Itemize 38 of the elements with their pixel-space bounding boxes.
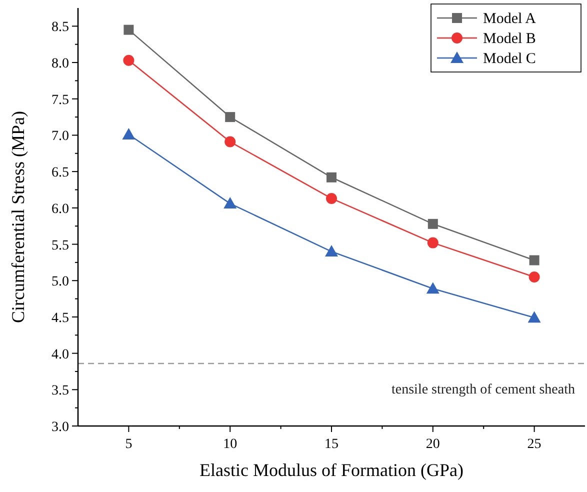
point	[428, 218, 438, 229]
point	[123, 54, 134, 66]
y-tick-label: 6.5	[52, 166, 69, 181]
point	[427, 237, 438, 248]
y-tick-label: 4.5	[52, 310, 69, 326]
y-tick-label: 3.5	[52, 384, 69, 399]
x-tick-label: 5	[125, 437, 132, 452]
point	[124, 24, 134, 35]
x-tick-label: 10	[223, 437, 238, 452]
point	[528, 311, 541, 323]
y-tick-label: 7.0	[52, 129, 69, 144]
legend-label: Model B	[483, 31, 536, 47]
ref-line-label: tensile strength of cement sheath	[392, 382, 575, 398]
point	[325, 245, 338, 257]
legend-label: Model A	[483, 11, 536, 27]
point	[224, 197, 237, 209]
y-tick-label: 5.0	[52, 274, 69, 290]
point	[529, 255, 540, 266]
x-tick-label: 25	[527, 437, 542, 452]
y-tick-label: 4.0	[52, 347, 69, 362]
point	[326, 192, 337, 204]
y-tick-label: 8.5	[52, 20, 69, 36]
x-axis-title: Elastic Modulus of Formation (GPa)	[200, 460, 464, 480]
y-axis-title: Circumferential Stress (MPa)	[8, 111, 28, 323]
point	[326, 172, 336, 182]
y-tick-label: 3.0	[52, 420, 69, 435]
y-tick-label: 5.5	[52, 238, 69, 254]
point	[225, 112, 236, 122]
point	[426, 282, 440, 294]
y-tick-label: 8.0	[52, 56, 69, 72]
x-tick-label: 15	[324, 437, 338, 452]
point	[224, 136, 236, 148]
point	[528, 271, 540, 282]
x-tick-label: 20	[426, 437, 440, 452]
point	[122, 128, 136, 140]
legend-label: Model C	[483, 51, 536, 67]
y-tick-label: 7.5	[52, 92, 69, 108]
y-tick-label: 6.0	[52, 202, 69, 217]
